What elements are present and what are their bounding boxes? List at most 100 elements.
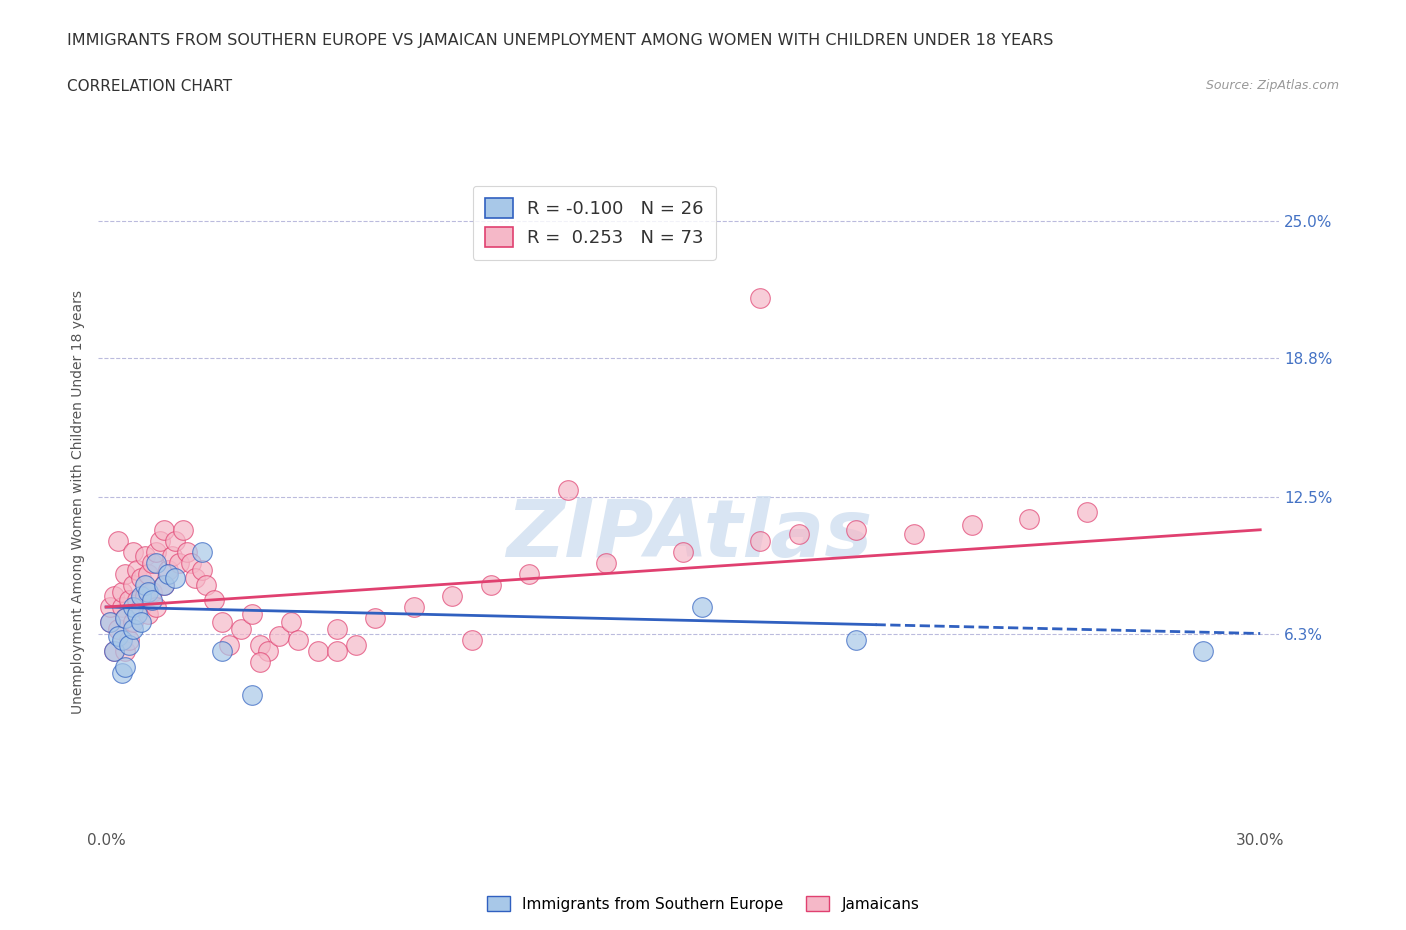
Point <box>180 555 202 570</box>
Point <box>129 589 152 604</box>
Point <box>138 584 160 599</box>
Point <box>110 632 132 647</box>
Point <box>110 666 132 681</box>
Point <box>557 483 579 498</box>
Point <box>125 593 148 608</box>
Point <box>218 637 240 652</box>
Point <box>364 611 387 626</box>
Point <box>98 600 121 615</box>
Point <box>129 600 152 615</box>
Point <box>460 632 482 647</box>
Point <box>202 593 225 608</box>
Point <box>960 518 983 533</box>
Point <box>692 600 714 615</box>
Point <box>107 621 129 636</box>
Point <box>138 606 160 621</box>
Point <box>191 544 214 559</box>
Legend: R = -0.100   N = 26, R =  0.253   N = 73: R = -0.100 N = 26, R = 0.253 N = 73 <box>472 186 716 259</box>
Point <box>156 562 179 577</box>
Point <box>129 571 152 586</box>
Point <box>167 555 190 570</box>
Text: IMMIGRANTS FROM SOUTHERN EUROPE VS JAMAICAN UNEMPLOYMENT AMONG WOMEN WITH CHILDR: IMMIGRANTS FROM SOUTHERN EUROPE VS JAMAI… <box>67 33 1054 47</box>
Point <box>749 534 772 549</box>
Point <box>110 600 132 615</box>
Point <box>103 644 125 658</box>
Point <box>326 621 349 636</box>
Point <box>122 544 145 559</box>
Point <box>191 562 214 577</box>
Point <box>110 584 132 599</box>
Point <box>211 615 233 630</box>
Point <box>326 644 349 658</box>
Point <box>118 593 141 608</box>
Point <box>229 621 252 636</box>
Point <box>211 644 233 658</box>
Point <box>402 600 425 615</box>
Point <box>845 632 868 647</box>
Point <box>118 632 141 647</box>
Point <box>903 526 925 541</box>
Point <box>145 555 167 570</box>
Point <box>141 593 163 608</box>
Point <box>103 589 125 604</box>
Point <box>114 644 136 658</box>
Point <box>165 534 187 549</box>
Point <box>149 534 172 549</box>
Point <box>845 523 868 538</box>
Point <box>249 637 271 652</box>
Point <box>172 523 194 538</box>
Point <box>129 615 152 630</box>
Point <box>107 534 129 549</box>
Point <box>98 615 121 630</box>
Point <box>153 578 176 592</box>
Text: ZIPAtlas: ZIPAtlas <box>506 496 872 574</box>
Y-axis label: Unemployment Among Women with Children Under 18 years: Unemployment Among Women with Children U… <box>72 290 86 714</box>
Point <box>183 571 205 586</box>
Point <box>114 611 136 626</box>
Point <box>145 600 167 615</box>
Point <box>280 615 302 630</box>
Point <box>1076 505 1098 520</box>
Point <box>595 555 617 570</box>
Point <box>114 659 136 674</box>
Point <box>249 655 271 670</box>
Text: CORRELATION CHART: CORRELATION CHART <box>67 79 232 94</box>
Point <box>269 629 291 644</box>
Legend: Immigrants from Southern Europe, Jamaicans: Immigrants from Southern Europe, Jamaica… <box>481 889 925 918</box>
Point <box>122 615 145 630</box>
Point <box>240 688 263 703</box>
Point <box>153 578 176 592</box>
Point <box>114 566 136 581</box>
Point <box>141 584 163 599</box>
Point <box>114 611 136 626</box>
Point <box>125 606 148 621</box>
Point <box>160 549 183 564</box>
Point <box>98 615 121 630</box>
Point <box>479 578 502 592</box>
Point <box>125 562 148 577</box>
Point <box>1018 512 1040 526</box>
Point <box>344 637 367 652</box>
Point <box>134 589 156 604</box>
Point <box>287 632 309 647</box>
Point <box>1191 644 1213 658</box>
Point <box>118 637 141 652</box>
Point <box>307 644 329 658</box>
Point <box>517 566 540 581</box>
Point <box>141 555 163 570</box>
Point <box>138 566 160 581</box>
Point <box>256 644 278 658</box>
Point <box>749 291 772 306</box>
Point <box>107 629 129 644</box>
Point <box>122 621 145 636</box>
Point <box>441 589 464 604</box>
Point <box>134 578 156 592</box>
Point <box>122 600 145 615</box>
Point <box>672 544 695 559</box>
Point <box>787 526 810 541</box>
Point <box>103 644 125 658</box>
Point <box>176 544 198 559</box>
Point <box>153 523 176 538</box>
Point <box>165 571 187 586</box>
Point <box>195 578 218 592</box>
